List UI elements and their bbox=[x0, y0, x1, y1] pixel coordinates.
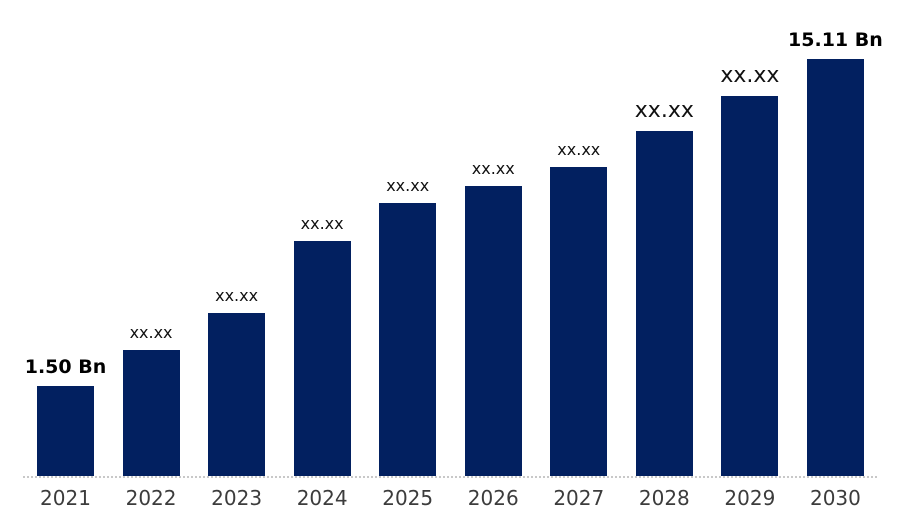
bar-2025: xx.xx bbox=[379, 178, 437, 476]
x-axis-labels: 2021 2022 2023 2024 2025 2026 2027 2028 2029 2030 bbox=[23, 487, 877, 509]
bar-2027: xx.xx bbox=[550, 142, 608, 476]
value-label-2026: xx.xx bbox=[471, 159, 515, 178]
value-label-2029: xx.xx bbox=[720, 63, 780, 88]
value-label-2028: xx.xx bbox=[634, 98, 694, 123]
bar-2030: 15.11 Bn bbox=[788, 31, 883, 476]
value-label-2025: xx.xx bbox=[386, 176, 430, 195]
bar-2026: xx.xx bbox=[464, 161, 522, 476]
bar-2024: xx.xx bbox=[293, 216, 351, 476]
value-label-2027: xx.xx bbox=[557, 140, 601, 159]
year-label-2028: 2028 bbox=[638, 486, 690, 510]
year-label-2022: 2022 bbox=[125, 486, 177, 510]
bar-2028: xx.xx bbox=[635, 100, 694, 476]
value-label-2024: xx.xx bbox=[300, 214, 344, 233]
value-label-2030: 15.11 Bn bbox=[788, 29, 883, 51]
bar-2022: xx.xx bbox=[122, 325, 180, 476]
year-label-2030: 2030 bbox=[809, 486, 861, 510]
bar-2023: xx.xx bbox=[208, 288, 266, 476]
year-label-2021: 2021 bbox=[40, 486, 91, 510]
year-label-2024: 2024 bbox=[296, 486, 348, 510]
year-label-2025: 2025 bbox=[382, 486, 434, 510]
x-axis-line bbox=[23, 476, 877, 478]
year-label-2029: 2029 bbox=[724, 486, 776, 510]
year-label-2023: 2023 bbox=[211, 486, 263, 510]
year-label-2026: 2026 bbox=[467, 486, 519, 510]
bar-2021: 1.50 Bn bbox=[25, 358, 106, 476]
value-label-2021: 1.50 Bn bbox=[24, 356, 107, 378]
bar-2029: xx.xx bbox=[720, 65, 779, 476]
year-label-2027: 2027 bbox=[553, 486, 605, 510]
value-label-2022: xx.xx bbox=[129, 323, 173, 342]
value-label-2023: xx.xx bbox=[215, 286, 259, 305]
plot-area: 1.50 Bn xx.xx xx.xx xx.xx xx.xx xx.xx xx.xx xx.… bbox=[23, 0, 883, 478]
bars-row: 1.50 Bn xx.xx xx.xx xx.xx xx.xx xx.xx xx.xx xx.… bbox=[23, 0, 883, 476]
